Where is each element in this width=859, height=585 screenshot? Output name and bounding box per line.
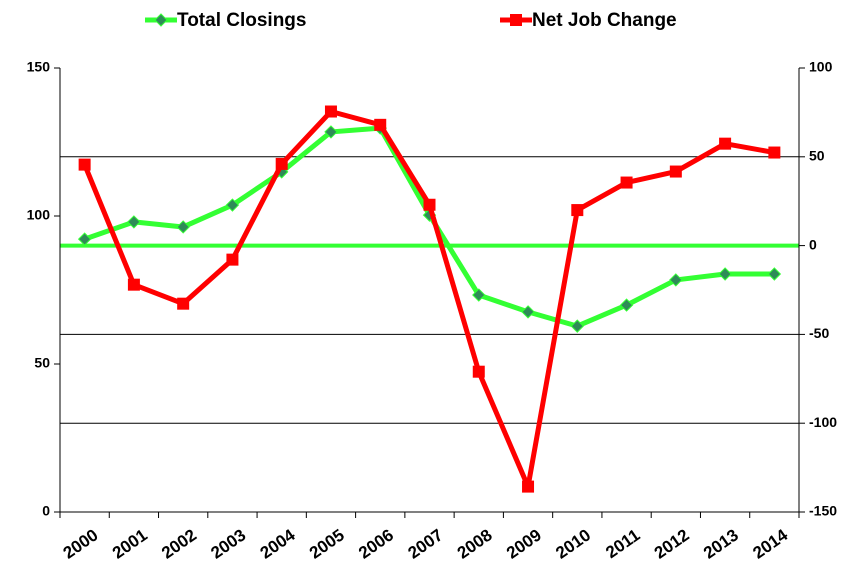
legend-marker [510, 14, 522, 26]
y2-tick-label: 100 [809, 59, 833, 75]
x-tick-label: 2000 [60, 525, 102, 562]
marker [127, 215, 141, 229]
marker [423, 198, 436, 211]
marker [275, 157, 288, 170]
x-tick-label: 2010 [552, 525, 594, 562]
marker [127, 278, 140, 291]
marker [177, 297, 190, 310]
x-tick-label: 2009 [503, 525, 545, 562]
marker [570, 319, 585, 333]
x-tick-label: 2014 [749, 525, 791, 563]
marker [522, 480, 535, 493]
y2-tick-label: -50 [809, 325, 829, 341]
marker [472, 288, 486, 302]
x-tick-label: 2002 [158, 525, 200, 562]
marker [620, 176, 633, 189]
marker [472, 365, 485, 378]
y2-tick-label: -100 [809, 414, 837, 430]
y-tick-label: 100 [27, 207, 51, 223]
x-tick-label: 2008 [454, 525, 496, 562]
y-tick-label: 0 [42, 503, 50, 519]
y2-tick-label: 0 [809, 236, 817, 252]
y2-tick-label: -150 [809, 503, 837, 519]
y-tick-label: 50 [34, 355, 50, 371]
marker [718, 267, 732, 281]
marker [374, 118, 387, 131]
y2-tick-label: 50 [809, 148, 825, 164]
x-tick-label: 2012 [651, 525, 693, 562]
x-tick-label: 2004 [257, 525, 299, 563]
marker [226, 253, 239, 266]
x-tick-label: 2011 [602, 525, 643, 562]
legend-label: Total Closings [177, 10, 306, 31]
legend-marker [154, 13, 168, 27]
x-tick-label: 2003 [207, 525, 249, 562]
marker [767, 267, 782, 281]
marker [521, 305, 535, 319]
x-tick-label: 2013 [700, 525, 742, 562]
legend-label: Net Job Change [532, 10, 677, 31]
marker [324, 105, 337, 118]
y-tick-label: 150 [27, 59, 51, 75]
marker [571, 204, 584, 217]
marker [619, 298, 634, 312]
x-tick-label: 2005 [306, 525, 348, 562]
x-tick-label: 2007 [404, 525, 446, 562]
marker [176, 220, 190, 234]
marker [768, 146, 781, 159]
marker [669, 273, 683, 287]
x-tick-label: 2001 [109, 525, 151, 562]
marker [77, 232, 92, 246]
marker [719, 137, 732, 150]
x-tick-label: 2006 [355, 525, 397, 562]
marker [78, 158, 91, 171]
marker [324, 125, 338, 139]
marker [669, 165, 682, 178]
marker [225, 198, 240, 212]
